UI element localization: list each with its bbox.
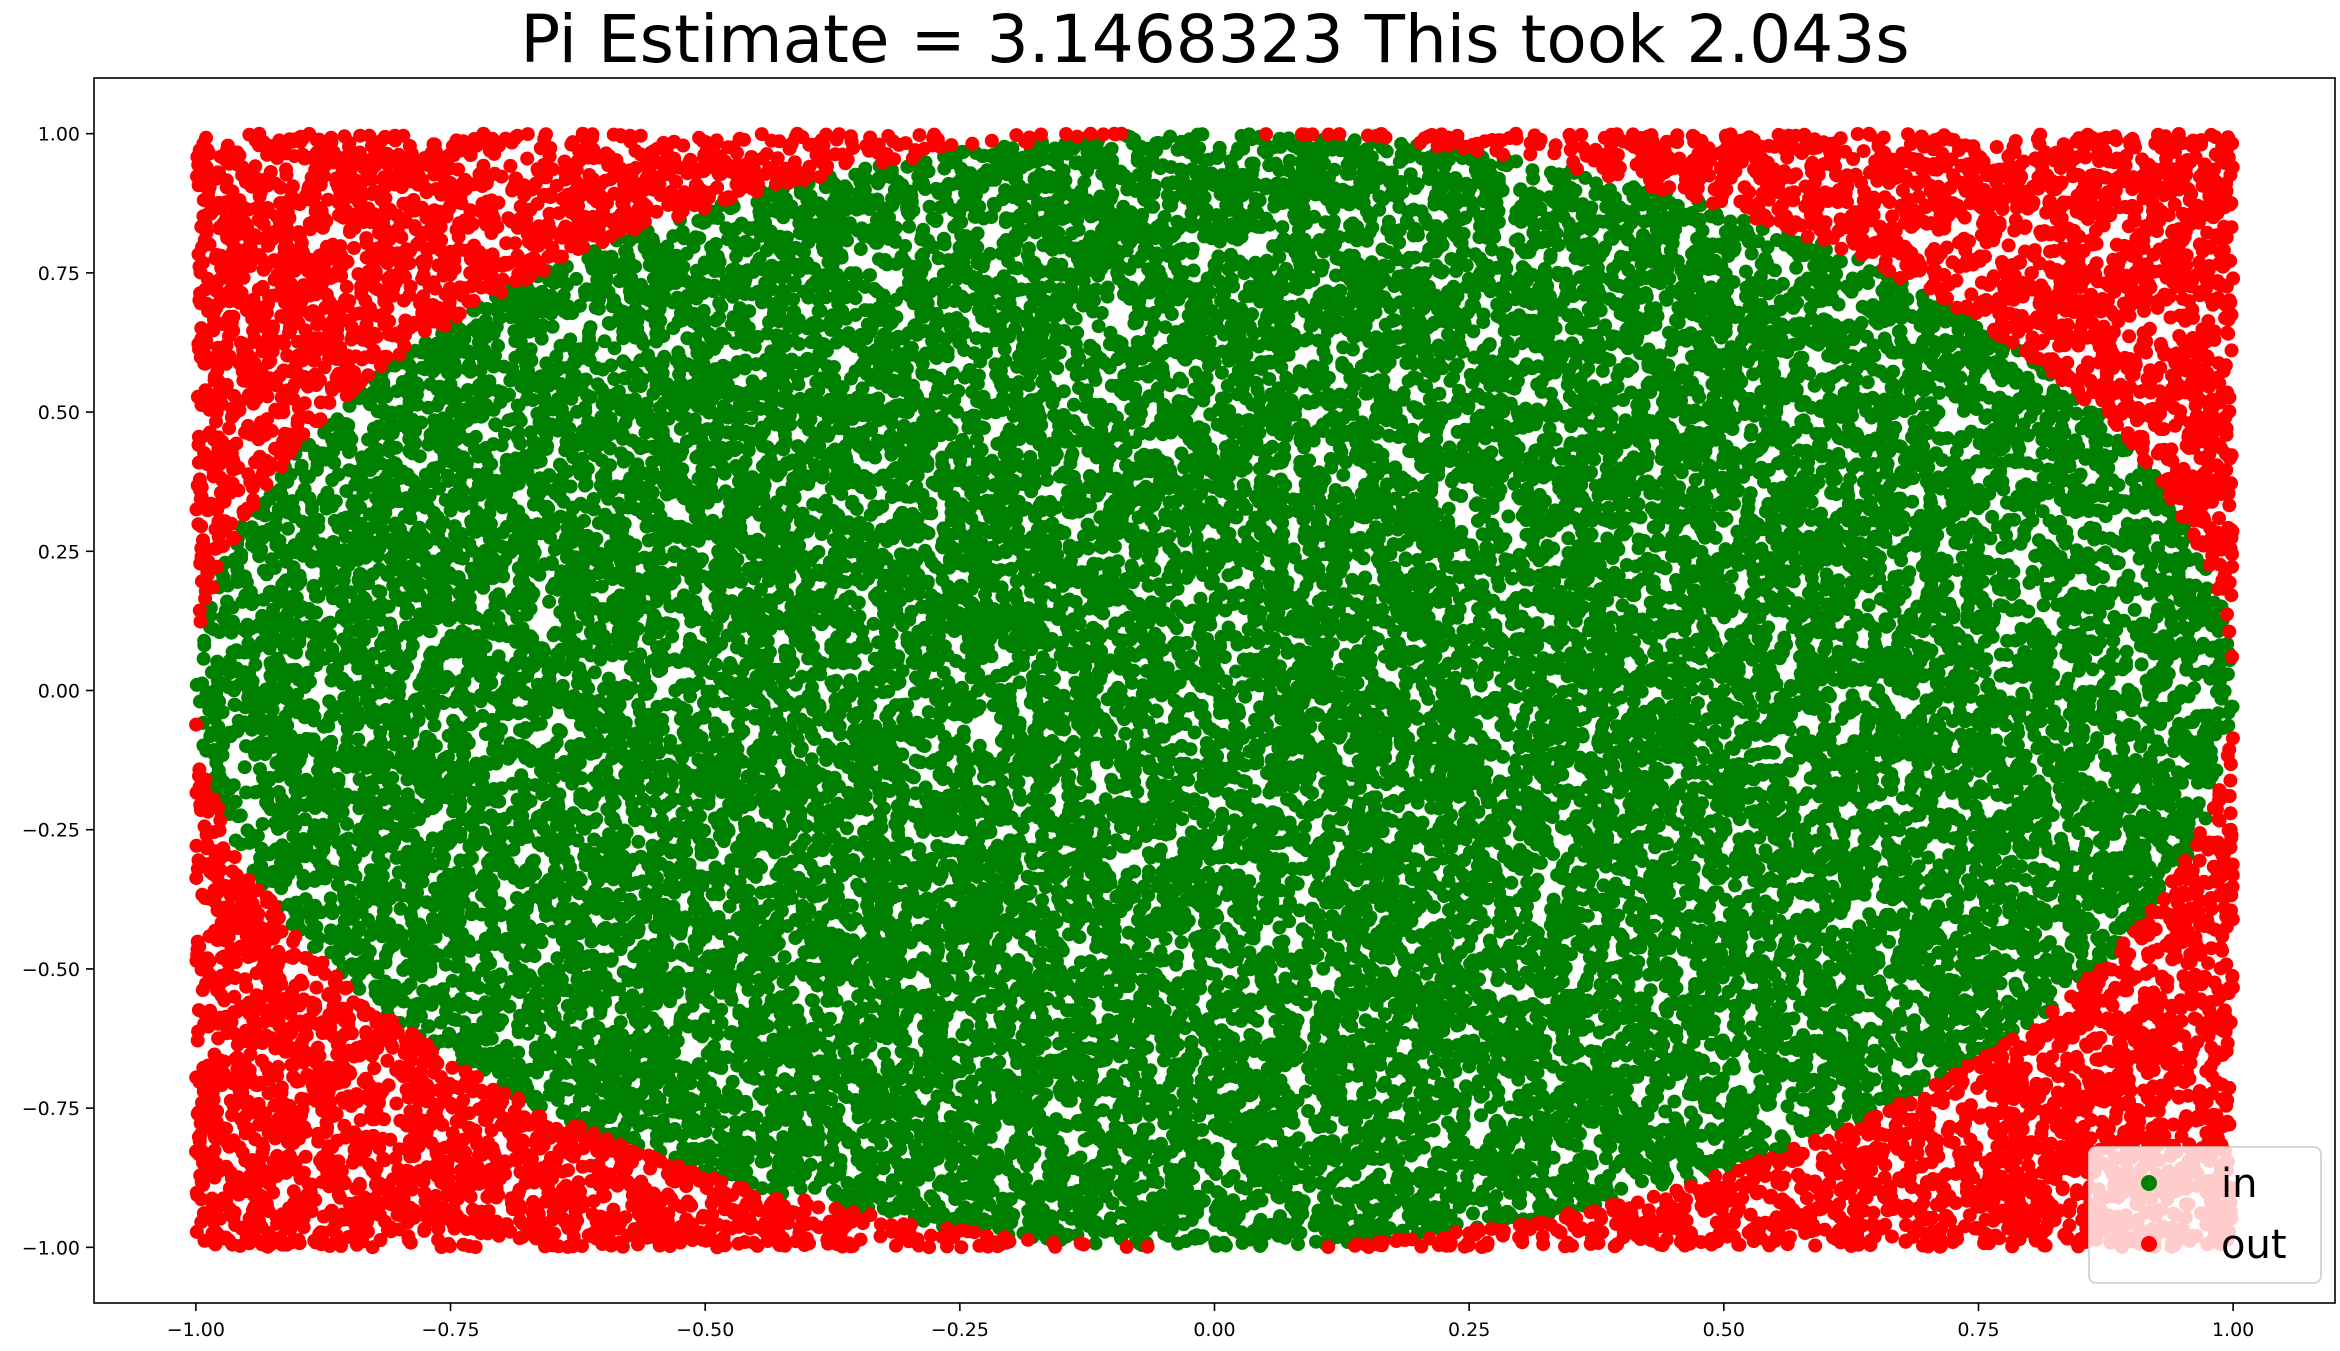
point-in — [1158, 320, 1173, 335]
point-in — [1022, 241, 1036, 256]
point-in — [237, 760, 252, 775]
point-in — [196, 651, 211, 666]
point-in — [542, 594, 557, 609]
point-in — [1551, 238, 1566, 253]
point-in — [1744, 246, 1759, 261]
chart-title: Pi Estimate = 3.1468323 This took 2.043s — [520, 1, 1909, 78]
point-in — [1275, 220, 1290, 235]
point-in — [631, 834, 646, 849]
point-in — [1011, 775, 1026, 790]
point-in — [1860, 375, 1875, 390]
point-in — [1728, 878, 1742, 893]
point-in — [1496, 749, 1510, 764]
point-in — [2035, 446, 2050, 461]
series-in — [189, 127, 2240, 1253]
point-in — [1292, 903, 1307, 918]
point-in — [2006, 564, 2021, 579]
point-in — [1474, 1108, 1488, 1123]
point-in — [902, 219, 916, 234]
point-in — [844, 898, 859, 913]
point-in — [1892, 823, 1907, 838]
point-in — [475, 888, 489, 903]
data-points — [189, 126, 2241, 1255]
point-in — [2028, 927, 2043, 941]
point-in — [1743, 486, 1758, 501]
point-in — [1174, 935, 1189, 950]
